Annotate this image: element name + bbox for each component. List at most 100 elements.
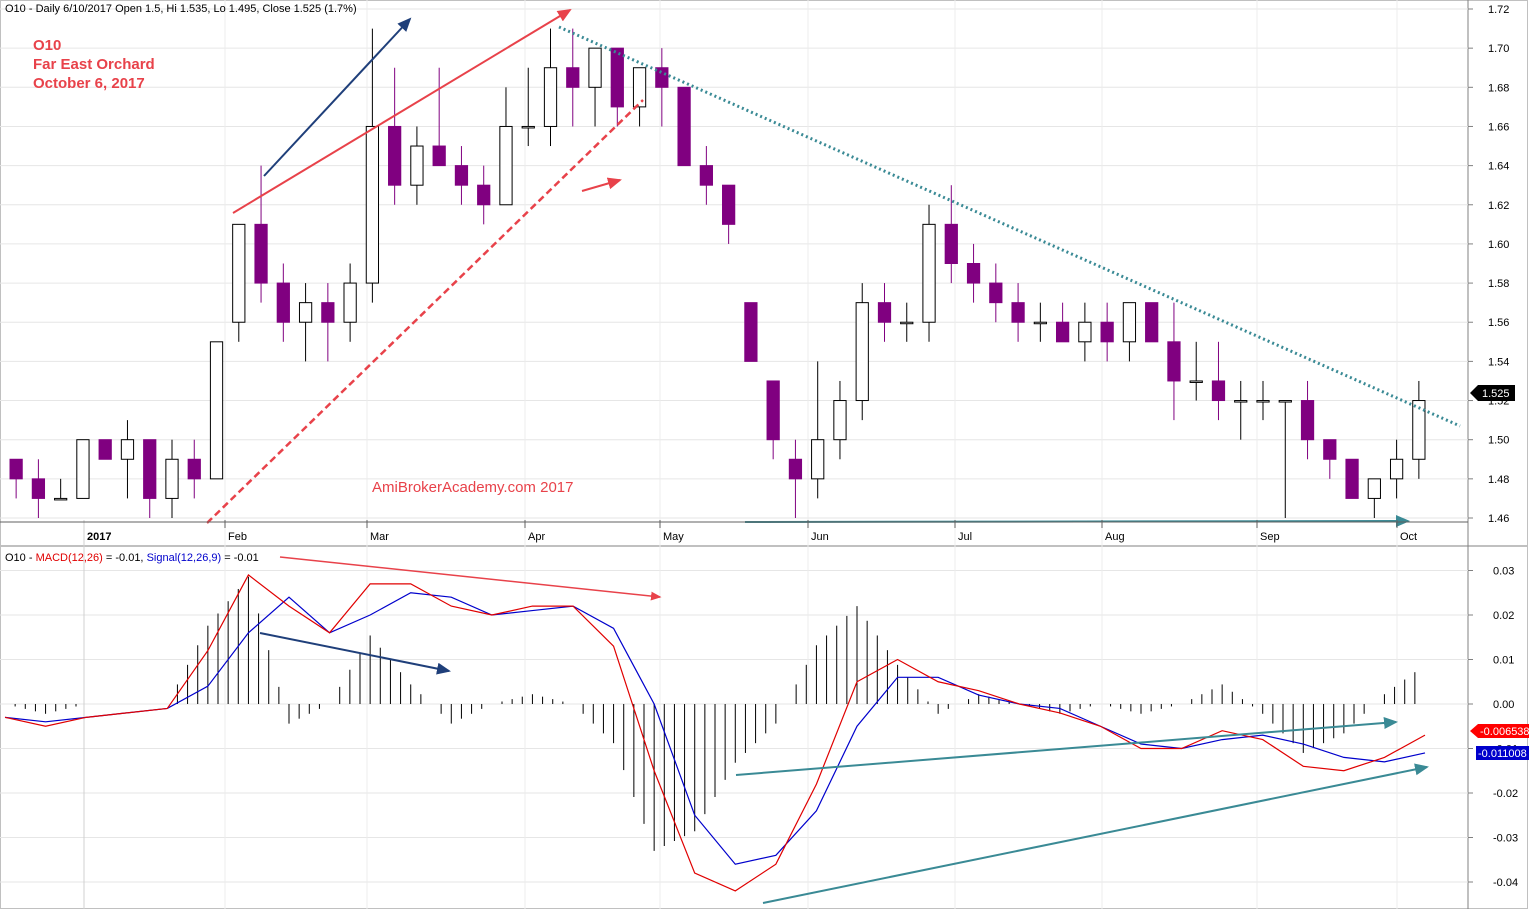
signal-last-tag: -0.011008 bbox=[1476, 746, 1529, 760]
candle-up bbox=[298, 302, 313, 323]
candle-down bbox=[143, 439, 157, 499]
candle-down bbox=[722, 184, 736, 225]
macd-line bbox=[4, 574, 1426, 892]
last-price-value: 1.525 bbox=[1482, 388, 1510, 400]
month-label: Aug bbox=[1105, 531, 1125, 543]
price-tick-label: 1.62 bbox=[1488, 200, 1509, 212]
signal-last-value: -0.011008 bbox=[1478, 748, 1527, 760]
candle-down bbox=[677, 86, 691, 167]
candle-down bbox=[610, 47, 624, 108]
price-tick-label: 1.48 bbox=[1488, 474, 1509, 486]
company-label: Far East Orchard bbox=[33, 56, 155, 73]
candle-up bbox=[1278, 400, 1292, 403]
price-tick-label: 1.70 bbox=[1488, 43, 1509, 55]
month-label: Mar bbox=[370, 531, 389, 543]
candle-down bbox=[454, 165, 469, 186]
candle-up bbox=[120, 439, 135, 460]
month-label: Jun bbox=[811, 531, 829, 543]
macd-decline-arrow bbox=[259, 632, 451, 675]
date-label: October 6, 2017 bbox=[33, 75, 145, 92]
macd-header-value: = -0.01, bbox=[103, 552, 147, 564]
candle-up bbox=[833, 400, 847, 441]
watermark: AmiBrokerAcademy.com 2017 bbox=[372, 479, 573, 496]
candle-up bbox=[499, 125, 513, 206]
price-tick-label: 1.66 bbox=[1488, 121, 1509, 133]
candle-up bbox=[632, 67, 647, 108]
macd-header-name: MACD(12,26) bbox=[36, 552, 103, 564]
month-label: Feb bbox=[228, 531, 247, 543]
candle-down bbox=[744, 302, 758, 362]
price-axis: 1.461.481.501.521.541.561.581.601.621.64… bbox=[1468, 4, 1509, 525]
price-tick-label: 1.54 bbox=[1488, 356, 1509, 368]
price-panel-frame bbox=[0, 0, 1528, 546]
candle-up bbox=[922, 223, 936, 323]
ticker-label: O10 bbox=[33, 37, 61, 54]
rally-arrow bbox=[263, 17, 412, 177]
macd-rising-line-upper bbox=[735, 716, 1398, 776]
candle-up bbox=[232, 223, 246, 323]
candle-down bbox=[1323, 439, 1337, 460]
candle-down bbox=[477, 184, 491, 206]
signal-header-name: Signal(12,26,9) bbox=[147, 552, 222, 564]
price-header: O10 - Daily 6/10/2017 Open 1.5, Hi 1.535… bbox=[5, 3, 357, 15]
signal-line bbox=[4, 592, 1426, 865]
lower-channel-dashed-line bbox=[206, 99, 644, 524]
candle-up bbox=[521, 125, 535, 129]
candle-up bbox=[1234, 400, 1248, 403]
candle-down bbox=[655, 67, 669, 88]
price-tick-label: 1.64 bbox=[1488, 161, 1509, 173]
macd-tick-label: 0.01 bbox=[1493, 655, 1514, 667]
last-price-tag: 1.525 bbox=[1470, 385, 1515, 401]
macd-tick-label: 0.03 bbox=[1493, 566, 1514, 578]
candle-up bbox=[1189, 380, 1203, 383]
candle-down bbox=[877, 302, 892, 323]
candle-up bbox=[1122, 302, 1137, 343]
candle-down bbox=[31, 478, 46, 499]
candle-up bbox=[588, 47, 602, 88]
candle-up bbox=[811, 439, 825, 480]
candle-up bbox=[1367, 478, 1381, 499]
macd-histogram bbox=[14, 576, 1416, 851]
candle-up bbox=[54, 497, 68, 501]
price-tick-label: 1.68 bbox=[1488, 82, 1509, 94]
candle-down bbox=[1011, 302, 1025, 323]
candle-down bbox=[1145, 302, 1159, 343]
candle-down bbox=[1167, 341, 1181, 382]
candle-down bbox=[388, 125, 402, 186]
candle-down bbox=[944, 223, 958, 265]
candle-down bbox=[1300, 400, 1315, 441]
candle-down bbox=[699, 165, 713, 186]
upper-channel-line bbox=[232, 8, 572, 214]
candle-down bbox=[1055, 321, 1070, 343]
candle-down bbox=[254, 223, 268, 284]
macd-tick-label: -0.04 bbox=[1493, 877, 1518, 889]
month-label: Oct bbox=[1400, 531, 1417, 543]
x-axis: 2017 Feb Mar Apr May Jun Jul Aug Sep Oct bbox=[0, 520, 1468, 543]
candle-down bbox=[989, 282, 1003, 304]
macd-tick-label: 0.02 bbox=[1493, 610, 1514, 622]
descending-resistance-line bbox=[558, 25, 1461, 428]
macd-lines bbox=[4, 574, 1426, 892]
price-tick-label: 1.72 bbox=[1488, 4, 1509, 16]
grid bbox=[0, 0, 1468, 909]
candle-up bbox=[1256, 400, 1270, 403]
candle-up bbox=[543, 67, 558, 127]
month-label: Jul bbox=[958, 531, 972, 543]
trendlines bbox=[206, 8, 1461, 904]
price-tick-label: 1.60 bbox=[1488, 239, 1509, 251]
macd-tick-label: -0.02 bbox=[1493, 788, 1518, 800]
candle-down bbox=[1100, 321, 1114, 343]
candle-down bbox=[766, 380, 780, 441]
candle-up bbox=[76, 439, 90, 499]
candle-down bbox=[276, 282, 290, 323]
candle-down bbox=[187, 458, 201, 480]
candle-down bbox=[432, 145, 446, 167]
candle-down bbox=[1211, 380, 1226, 402]
candle-up bbox=[365, 125, 380, 284]
macd-header: O10 - MACD(12,26) = -0.01, Signal(12,26,… bbox=[5, 552, 259, 564]
candle-up bbox=[855, 302, 869, 402]
candle-down bbox=[321, 302, 335, 323]
candle-down bbox=[9, 458, 23, 480]
candle-up bbox=[1412, 400, 1426, 460]
